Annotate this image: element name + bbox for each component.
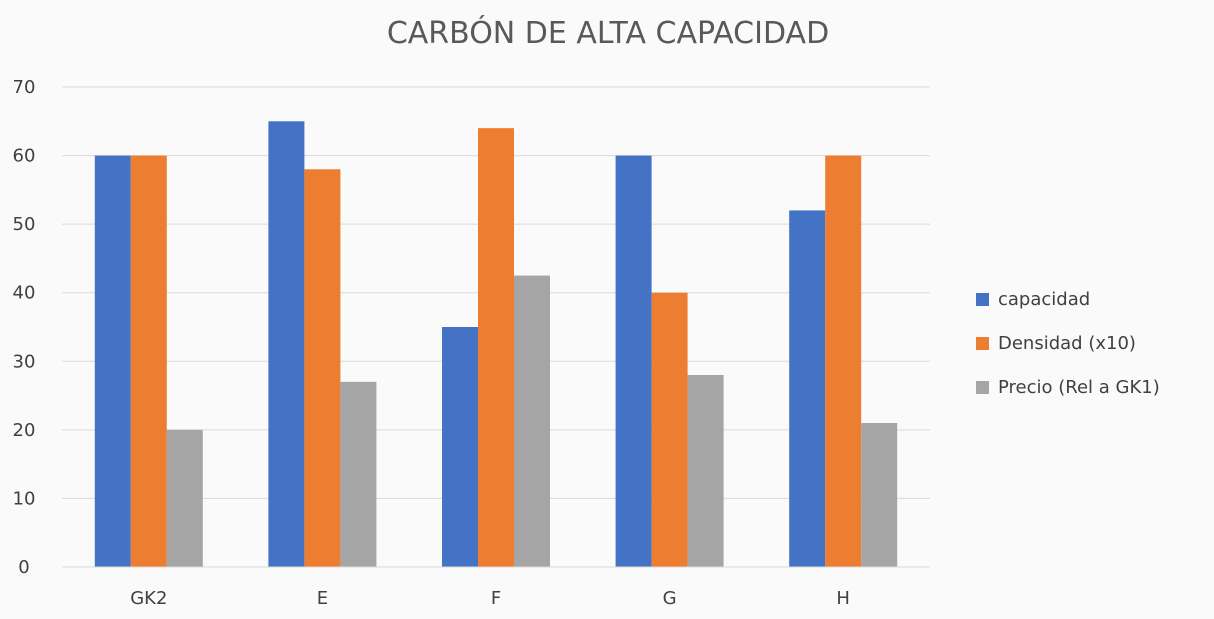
- y-tick-label: 50: [13, 214, 36, 235]
- bar-g-series-1: [651, 292, 688, 567]
- bar-g-series-0: [615, 155, 652, 568]
- legend-swatch: [976, 381, 989, 394]
- bars: [94, 121, 898, 568]
- bar-f-series-2: [514, 275, 550, 567]
- legend-label: Precio (Rel a GK1): [998, 377, 1160, 398]
- bar-h-series-2: [861, 423, 898, 567]
- y-tick-label: 0: [18, 557, 29, 578]
- y-tick-label: 10: [13, 488, 36, 509]
- bar-h-series-1: [825, 155, 862, 568]
- y-tick-label: 20: [13, 420, 36, 441]
- legend: capacidad Densidad (x10) Precio (Rel a GK1…: [976, 289, 1160, 398]
- chart-title: CARBÓN DE ALTA CAPACIDAD: [387, 14, 829, 51]
- bar-gk2-series-2: [166, 429, 203, 567]
- legend-label: capacidad: [998, 289, 1090, 310]
- x-tick-label: GK2: [130, 588, 167, 609]
- x-tick-label: H: [836, 588, 850, 609]
- bar-f-series-1: [478, 128, 514, 567]
- x-tick-label: E: [317, 588, 328, 609]
- bar-h-series-0: [789, 210, 826, 567]
- bar-f-series-0: [442, 327, 478, 567]
- y-tick-label: 30: [13, 351, 36, 372]
- legend-swatch: [976, 337, 989, 350]
- y-tick-label: 60: [13, 146, 36, 167]
- bar-gk2-series-1: [130, 155, 167, 568]
- legend-label: Densidad (x10): [998, 333, 1136, 354]
- y-tick-label: 70: [13, 77, 36, 98]
- legend-swatch: [976, 293, 989, 306]
- bar-gk2-series-0: [94, 155, 131, 568]
- x-tick-label: G: [663, 588, 677, 609]
- x-tick-label: F: [491, 588, 501, 609]
- y-axis: 0 10 20 30 40 50 60 70: [13, 77, 36, 578]
- bar-g-series-2: [687, 375, 724, 567]
- x-axis: GK2 E F G H: [62, 566, 930, 609]
- bar-e-series-2: [340, 381, 377, 567]
- bar-e-series-1: [304, 169, 341, 568]
- y-tick-label: 40: [13, 283, 36, 304]
- bar-e-series-0: [268, 121, 305, 568]
